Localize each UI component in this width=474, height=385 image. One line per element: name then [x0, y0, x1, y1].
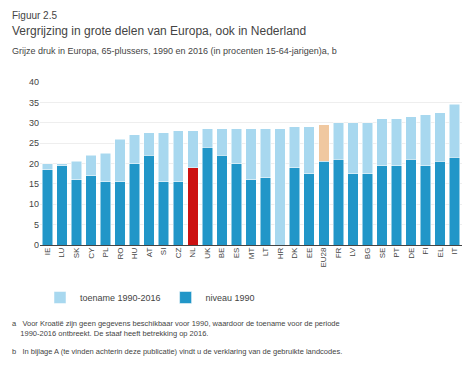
svg-text:DE: DE: [407, 248, 416, 259]
svg-text:HU: HU: [130, 247, 139, 259]
svg-text:Grijze druk in Europa, 65-plus: Grijze druk in Europa, 65-plussers, 1990…: [12, 46, 337, 56]
svg-text:CZ: CZ: [174, 247, 183, 258]
svg-text:IT: IT: [450, 247, 459, 254]
svg-text:BG: BG: [363, 248, 372, 260]
svg-text:ES: ES: [232, 248, 241, 259]
svg-text:b In bijlage A (te vinden ac: b In bijlage A (te vinden achterin deze …: [12, 347, 342, 356]
svg-text:30: 30: [29, 118, 39, 128]
svg-text:RO: RO: [116, 248, 125, 260]
svg-text:Figuur 2.5: Figuur 2.5: [12, 10, 57, 21]
svg-text:LT: LT: [261, 247, 270, 256]
svg-text:toename 1990-2016: toename 1990-2016: [80, 293, 161, 303]
svg-text:DK: DK: [290, 247, 299, 259]
svg-text:HR: HR: [276, 247, 285, 259]
svg-text:35: 35: [29, 98, 39, 108]
svg-text:EE: EE: [305, 248, 314, 259]
svg-text:MT: MT: [247, 247, 256, 259]
svg-text:25: 25: [29, 138, 39, 148]
svg-text:15: 15: [29, 179, 39, 189]
svg-text:PL: PL: [101, 247, 110, 257]
svg-text:FI: FI: [421, 248, 430, 255]
svg-text:UK: UK: [203, 247, 212, 259]
svg-text:SK: SK: [72, 247, 81, 258]
svg-text:20: 20: [29, 159, 39, 169]
svg-text:CY: CY: [87, 247, 96, 259]
svg-text:SE: SE: [378, 248, 387, 259]
svg-text:Vergrijzing in grote delen van: Vergrijzing in grote delen van Europa, o…: [12, 24, 306, 38]
svg-text:0: 0: [34, 240, 39, 250]
svg-text:LU: LU: [57, 247, 66, 257]
svg-text:SI: SI: [159, 248, 168, 256]
svg-text:LV: LV: [348, 247, 357, 257]
svg-text:40: 40: [29, 77, 39, 87]
svg-text:FR: FR: [334, 247, 343, 258]
svg-text:PT: PT: [392, 247, 401, 257]
svg-text:IE: IE: [43, 248, 52, 256]
svg-text:5: 5: [34, 220, 39, 230]
svg-text:a Voor Kroatië zijn geen geg: a Voor Kroatië zijn geen gegevens beschi…: [12, 319, 340, 338]
svg-text:NL: NL: [188, 247, 197, 258]
svg-text:AT: AT: [145, 247, 154, 257]
svg-text:BE: BE: [218, 248, 227, 259]
svg-text:niveau 1990: niveau 1990: [206, 293, 255, 303]
svg-text:10: 10: [29, 199, 39, 209]
svg-text:EL: EL: [436, 247, 445, 257]
svg-text:EU28: EU28: [319, 247, 328, 268]
